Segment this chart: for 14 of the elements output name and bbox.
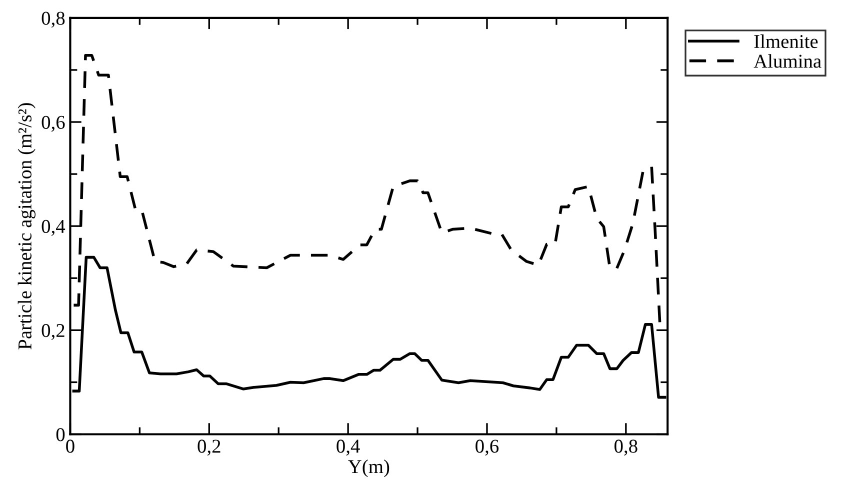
y-tick-label: 0,8	[42, 12, 65, 28]
x-tick-label: 0,8	[614, 440, 638, 456]
x-tick-label: 0,6	[476, 440, 499, 456]
legend-label: Alumina	[754, 54, 822, 68]
x-tick-label: 0,4	[336, 440, 360, 456]
x-tick-label: 0	[66, 440, 74, 453]
y-tick-label: 0,4	[42, 220, 66, 236]
legend-label: Ilmenite	[754, 34, 818, 48]
y-tick-label: 0,6	[42, 116, 65, 132]
x-axis-title: Y(m)	[348, 460, 390, 478]
y-tick-label: 0	[56, 428, 65, 442]
x-tick-label: 0,2	[198, 440, 220, 456]
y-tick-label: 0,2	[42, 324, 64, 340]
y-axis-title: Particle kinetic agitation (m²/s²)	[18, 103, 36, 350]
